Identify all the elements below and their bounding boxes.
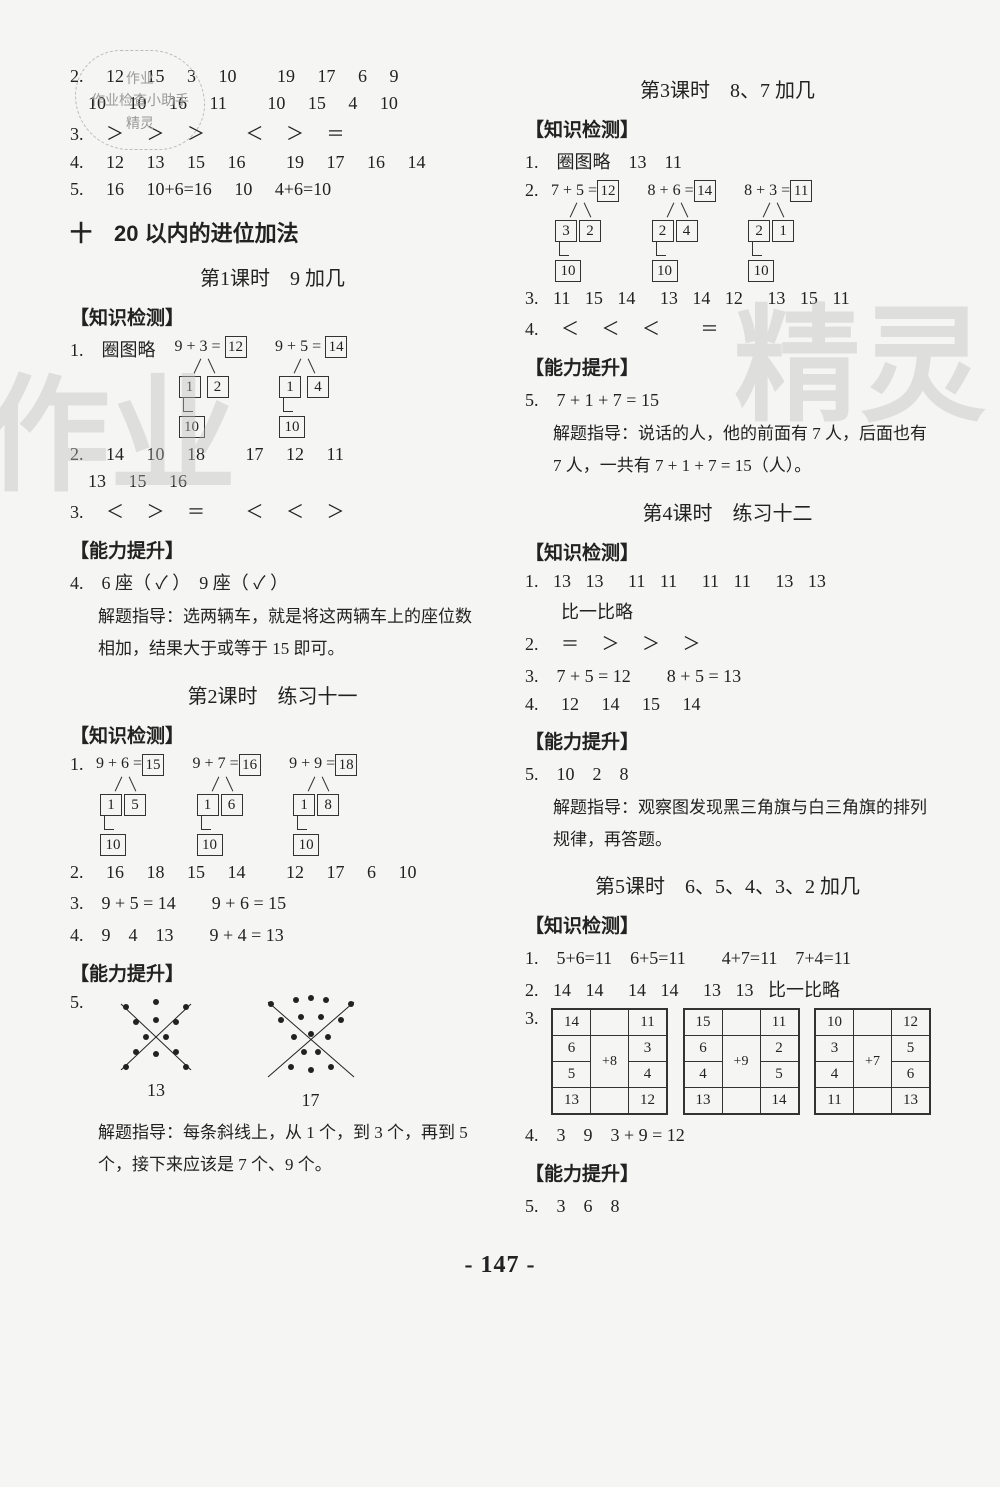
lesson2-q2: 2. 16 18 15 14 12 17 6 10 — [70, 862, 475, 883]
lesson3-q5-explain: 解题指导：说话的人，他的前面有 7 人，后面也有 7 人，一共有 7 + 1 +… — [553, 418, 930, 483]
lesson3-nengli: 【能力提升】 — [525, 353, 930, 380]
lesson5-q3: 3. 1411 6+83 54 1312 1511 6+92 45 1314 — [525, 1008, 930, 1115]
lesson2-nengli: 【能力提升】 — [70, 959, 475, 986]
lesson2-q4: 4. 9 4 13 9 + 4 = 13 — [70, 921, 475, 947]
lesson2-q1: 1. 9 + 6 =15 15 10 9 + 7 =16 16 10 9 + 9… — [70, 754, 475, 856]
lesson1-q4-explain: 解题指导：选两辆车，就是将这两辆车上的座位数相加，结果大于或等于 15 即可。 — [98, 601, 475, 666]
lesson4-q5-explain: 解题指导：观察图发现黑三角旗与白三角旗的排列规律，再答题。 — [553, 792, 930, 857]
top-row-3: 3. ＞ ＞ ＞ ＜ ＞ ＝ — [70, 120, 475, 146]
lesson2-zhishi: 【知识检测】 — [70, 721, 475, 748]
grid-table-3: 1012 3+75 46 1113 — [814, 1008, 931, 1115]
lesson5-q5: 5. 3 6 8 — [525, 1192, 930, 1218]
top-row-2: 10 10 16 11 10 15 4 10 — [70, 93, 475, 114]
lesson4-q4: 4. 12 14 15 14 — [525, 694, 930, 715]
dot-figure-b: 17 — [251, 992, 371, 1111]
lesson2-q5: 5. 13 — [70, 992, 475, 1111]
lesson3-q2: 2. 7 + 5 =12 32 10 8 + 6 =14 24 10 8 + 3… — [525, 180, 930, 282]
lesson1-title: 第1课时 9 加几 — [70, 262, 475, 291]
decomp-8plus6: 8 + 6 =14 24 10 — [648, 180, 716, 282]
grid-table-1: 1411 6+83 54 1312 — [551, 1008, 668, 1115]
lesson3-title: 第3课时 8、7 加几 — [525, 74, 930, 103]
lesson5-q1: 1. 5+6=11 6+5=11 4+7=11 7+4=11 — [525, 944, 930, 970]
grid-table-2: 1511 6+92 45 1314 — [683, 1008, 800, 1115]
lesson4-q1b: 比一比略 — [525, 598, 930, 624]
top-row-1: 2. 12 15 3 10 19 17 6 9 — [70, 66, 475, 87]
lesson3-q1: 1. 圈图略 13 11 — [525, 148, 930, 174]
lesson3-q4: 4. ＜ ＜ ＜ ＝ — [525, 315, 930, 341]
dot-figure-a: 13 — [96, 992, 216, 1101]
top-row-4: 4. 12 13 15 16 19 17 16 14 — [70, 152, 475, 173]
lesson3-q5: 5. 7 + 1 + 7 = 15 — [525, 386, 930, 412]
lesson2-q3: 3. 9 + 5 = 14 9 + 6 = 15 — [70, 889, 475, 915]
lesson5-q2: 2. 14 14 14 14 13 13 比一比略 — [525, 976, 930, 1002]
left-column: 2. 12 15 3 10 19 17 6 9 10 10 16 11 10 1… — [70, 60, 475, 1224]
lesson5-nengli: 【能力提升】 — [525, 1159, 930, 1186]
lesson5-zhishi: 【知识检测】 — [525, 911, 930, 938]
lesson4-nengli: 【能力提升】 — [525, 727, 930, 754]
dots-icon — [256, 992, 366, 1082]
dots-icon — [106, 992, 206, 1072]
decomp-9plus7: 9 + 7 =16 16 10 — [193, 754, 261, 856]
right-column: 第3课时 8、7 加几 【知识检测】 1. 圈图略 13 11 2. 7 + 5… — [525, 60, 930, 1224]
decomp-7plus5: 7 + 5 =12 32 10 — [551, 180, 619, 282]
decomp-8plus3: 8 + 3 =11 21 10 — [744, 180, 812, 282]
lesson3-zhishi: 【知识检测】 — [525, 115, 930, 142]
chapter-heading: 十 20 以内的进位加法 — [70, 216, 475, 248]
lesson3-q3: 3. 11 15 14 13 14 12 13 15 11 — [525, 288, 930, 309]
lesson4-q1a: 1. 13 13 11 11 11 11 13 13 — [525, 571, 930, 592]
lesson2-q5-explain: 解题指导：每条斜线上，从 1 个，到 3 个，再到 5 个，接下来应该是 7 个… — [98, 1117, 475, 1182]
lesson1-q1: 1. 圈图略 9 + 3 = 12 1 2 10 9 + 5 = 14 — [70, 336, 475, 438]
top-row-5: 5. 16 10+6=16 10 4+6=10 — [70, 179, 475, 200]
decomp-9plus5: 9 + 5 = 14 1 4 10 — [275, 336, 347, 438]
lesson1-q2b: 13 15 16 — [70, 471, 475, 492]
decomp-9plus6: 9 + 6 =15 15 10 — [96, 754, 164, 856]
lesson4-title: 第4课时 练习十二 — [525, 497, 930, 526]
page-number: - 147 - — [70, 1252, 930, 1279]
lesson4-q2: 2. ＝ ＞ ＞ ＞ — [525, 630, 930, 656]
lesson2-title: 第2课时 练习十一 — [70, 680, 475, 709]
lesson1-q3: 3. ＜ ＞ ＝ ＜ ＜ ＞ — [70, 498, 475, 524]
decomp-9plus3: 9 + 3 = 12 1 2 10 — [175, 336, 247, 438]
lesson4-q5: 5. 10 2 8 — [525, 760, 930, 786]
lesson1-zhishi: 【知识检测】 — [70, 303, 475, 330]
lesson1-nengli: 【能力提升】 — [70, 536, 475, 563]
lesson5-q4: 4. 3 9 3 + 9 = 12 — [525, 1121, 930, 1147]
lesson4-zhishi: 【知识检测】 — [525, 538, 930, 565]
lesson1-q4: 4. 6 座（ ✓ ） 9 座（ ✓ ） — [70, 569, 475, 595]
lesson5-title: 第5课时 6、5、4、3、2 加几 — [525, 870, 930, 899]
lesson1-q2: 2. 14 10 18 17 12 11 — [70, 444, 475, 465]
two-column-layout: 2. 12 15 3 10 19 17 6 9 10 10 16 11 10 1… — [70, 60, 930, 1224]
lesson4-q3: 3. 7 + 5 = 12 8 + 5 = 13 — [525, 662, 930, 688]
decomp-9plus9: 9 + 9 =18 18 10 — [289, 754, 357, 856]
